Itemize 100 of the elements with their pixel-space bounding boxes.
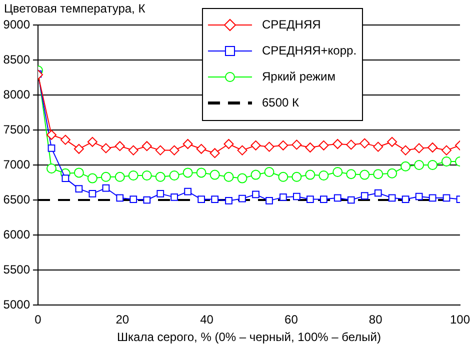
- point: [402, 196, 410, 203]
- y-tick-label: 6000: [3, 227, 30, 242]
- point: [60, 134, 70, 145]
- point: [388, 194, 396, 202]
- point: [88, 190, 96, 198]
- point: [100, 172, 111, 182]
- point: [278, 172, 288, 182]
- point: [46, 130, 57, 140]
- point: [250, 140, 261, 150]
- x-tick-label: 0: [34, 312, 42, 327]
- point: [142, 170, 152, 180]
- point: [182, 168, 193, 178]
- point: [87, 173, 98, 184]
- x-tick-label: 60: [284, 312, 298, 327]
- point: [182, 139, 193, 149]
- legend-label: Яркий режим: [262, 69, 336, 84]
- point: [415, 192, 423, 200]
- point: [332, 167, 343, 177]
- point: [48, 144, 56, 152]
- point: [169, 145, 180, 156]
- point: [211, 196, 218, 203]
- point: [142, 141, 152, 152]
- point: [360, 192, 368, 200]
- point: [428, 142, 438, 152]
- point: [74, 144, 84, 154]
- y-tick-label: 6500: [3, 192, 30, 206]
- point: [346, 169, 356, 180]
- point: [400, 161, 411, 172]
- point: [374, 189, 382, 197]
- point: [264, 167, 274, 177]
- y-tick-label: 8000: [3, 87, 30, 102]
- point: [266, 197, 273, 204]
- point: [305, 170, 316, 180]
- point: [250, 170, 261, 180]
- point: [130, 196, 138, 203]
- y-tick-label: 5000: [3, 297, 30, 312]
- point: [387, 168, 398, 178]
- point: [318, 140, 329, 150]
- point: [293, 192, 300, 200]
- point: [360, 170, 370, 180]
- point: [306, 196, 314, 203]
- x-tick-label: 100: [450, 312, 470, 327]
- y-tick-label: 7000: [3, 157, 30, 172]
- point: [334, 194, 342, 202]
- y-tick-label: 7500: [3, 122, 30, 136]
- point: [210, 148, 220, 158]
- point: [292, 140, 302, 150]
- point: [62, 174, 70, 182]
- point: [128, 170, 138, 180]
- point: [347, 196, 355, 204]
- point: [196, 168, 206, 178]
- point: [441, 145, 452, 156]
- point: [400, 145, 411, 156]
- point: [238, 194, 246, 202]
- point: [156, 190, 164, 198]
- point: [279, 194, 287, 201]
- x-tick-label: 80: [368, 312, 383, 327]
- point: [442, 194, 450, 202]
- point: [46, 164, 57, 174]
- legend-label: 6500 К: [262, 95, 300, 110]
- point: [428, 194, 436, 202]
- point: [116, 194, 124, 202]
- legend-label: СРЕДНЯЯ: [262, 17, 321, 32]
- point: [74, 168, 84, 178]
- legend-label: СРЕДНЯЯ+корр.: [262, 43, 357, 58]
- point: [320, 196, 328, 203]
- point: [414, 143, 424, 154]
- point: [252, 190, 260, 198]
- point: [143, 196, 151, 204]
- point: [210, 170, 220, 180]
- point: [155, 172, 166, 182]
- point: [102, 184, 110, 192]
- y-tick-label: 9000: [3, 17, 30, 32]
- point: [428, 160, 438, 170]
- point: [114, 141, 125, 152]
- point: [278, 140, 288, 150]
- point: [237, 145, 248, 156]
- point: [128, 145, 138, 156]
- point: [332, 139, 343, 149]
- point: [292, 172, 302, 182]
- point: [198, 196, 205, 203]
- point: [305, 142, 316, 152]
- point: [441, 156, 452, 166]
- point: [170, 194, 178, 201]
- point: [360, 138, 370, 148]
- point: [75, 185, 83, 192]
- point: [318, 170, 329, 180]
- point: [224, 139, 234, 149]
- point: [346, 140, 356, 150]
- point: [87, 136, 98, 147]
- point: [184, 188, 192, 196]
- x-axis-title: Шкала серого, % (0% – черный, 100% – белый): [117, 330, 381, 344]
- point: [224, 172, 234, 182]
- point: [155, 145, 166, 156]
- point: [414, 160, 424, 170]
- point: [100, 143, 111, 154]
- point: [225, 197, 232, 204]
- x-tick-label: 40: [200, 312, 214, 327]
- x-tick-label: 20: [116, 312, 130, 327]
- point: [169, 170, 180, 180]
